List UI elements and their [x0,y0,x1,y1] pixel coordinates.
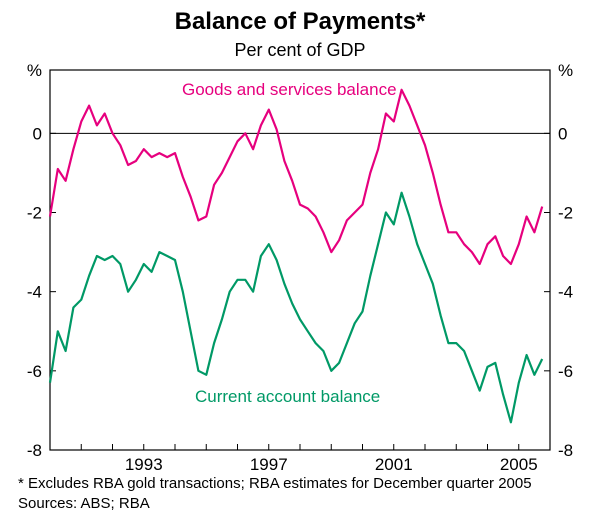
series-label: Goods and services balance [182,80,397,99]
footnote-1: * Excludes RBA gold transactions; RBA es… [18,475,532,492]
series-label: Current account balance [195,387,380,406]
ytick-label-right: -6 [558,362,573,381]
ytick-label-right: -4 [558,283,573,302]
xtick-label: 2005 [500,455,538,474]
ytick-label-right: -8 [558,441,573,460]
chart-svg: 0 0 -2 -2 -4 -4 -6 -6 -8 -8%% 1993 1997 2001 2005 Good… [0,0,600,528]
ytick-label-left: -8 [27,441,42,460]
ytick-label-left: -6 [27,362,42,381]
y-unit-right: % [558,61,573,80]
xtick-label: 1993 [125,455,163,474]
ytick-label-left: 0 [33,124,42,143]
ytick-label-left: -4 [27,283,42,302]
xtick-label: 1997 [250,455,288,474]
ytick-label-left: -2 [27,204,42,223]
ytick-label-right: -2 [558,204,573,223]
xtick-label: 2001 [375,455,413,474]
series-line [50,90,542,264]
y-unit-left: % [27,61,42,80]
chart-container: Balance of Payments* Per cent of GDP 00-… [0,0,600,528]
ytick-label-right: 0 [558,124,567,143]
footnote-2: Sources: ABS; RBA [18,495,150,512]
